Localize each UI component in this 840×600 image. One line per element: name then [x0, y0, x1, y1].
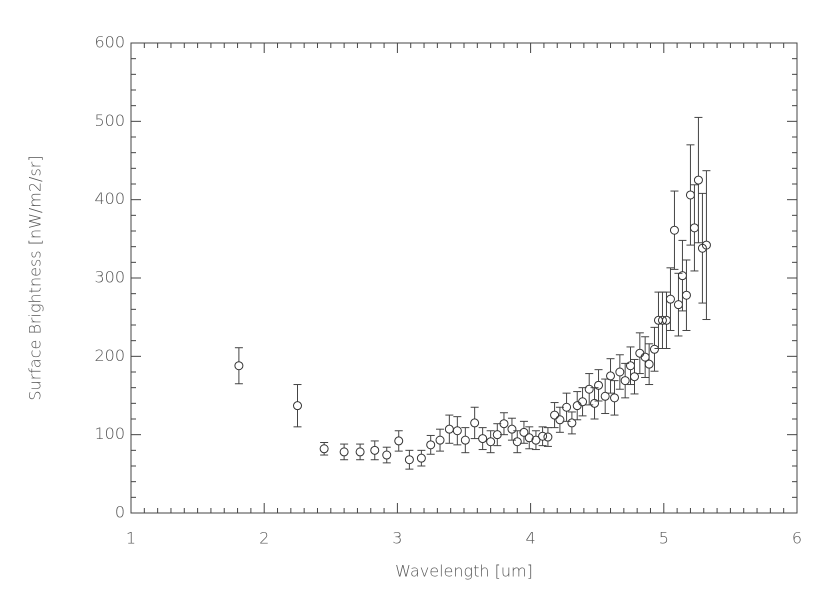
- point: [382, 450, 392, 460]
- plot-frame: [130, 42, 798, 514]
- point: [550, 410, 560, 420]
- point: [590, 398, 600, 408]
- point: [293, 401, 302, 411]
- point: [615, 367, 625, 377]
- y-tick-label: 500: [94, 111, 125, 130]
- point: [629, 372, 639, 382]
- point: [452, 426, 462, 436]
- point: [507, 424, 517, 434]
- point: [610, 393, 620, 403]
- x-axis-label: Wavelength [um]: [395, 562, 533, 581]
- x-tick-label: 2: [259, 529, 269, 548]
- point: [512, 437, 522, 447]
- point: [555, 415, 565, 425]
- x-tick-label: 3: [392, 529, 402, 548]
- point: [594, 380, 604, 390]
- point: [649, 344, 659, 354]
- y-tick-label: 600: [94, 33, 125, 52]
- point: [578, 397, 588, 407]
- point: [685, 190, 695, 200]
- point: [572, 401, 582, 411]
- y-tick-label: 400: [94, 189, 125, 208]
- point: [435, 435, 445, 445]
- point: [689, 223, 699, 233]
- point: [673, 300, 683, 310]
- point: [416, 453, 426, 463]
- point: [657, 315, 667, 325]
- point: [567, 418, 577, 428]
- x-tick-label: 4: [526, 529, 536, 548]
- point: [644, 359, 654, 369]
- point: [669, 225, 679, 235]
- y-tick-label: 200: [94, 346, 125, 365]
- point: [370, 445, 380, 455]
- point: [394, 436, 404, 446]
- y-axis-label: Surface Brightness [nW/m2/sr]: [26, 155, 45, 400]
- point: [665, 294, 675, 304]
- point: [404, 455, 414, 465]
- x-tick-label: 1: [126, 529, 136, 548]
- y-tick-label: 100: [94, 424, 125, 443]
- point: [234, 361, 244, 371]
- point: [339, 447, 349, 457]
- point: [600, 391, 610, 401]
- point: [426, 440, 436, 450]
- point: [584, 384, 594, 394]
- point: [499, 419, 509, 429]
- point: [486, 437, 496, 447]
- point: [524, 433, 534, 443]
- point: [681, 290, 691, 300]
- point: [470, 418, 480, 428]
- point: [444, 424, 454, 434]
- x-tick-label: 6: [792, 529, 802, 548]
- point: [701, 240, 711, 250]
- point: [562, 402, 572, 412]
- point: [635, 348, 645, 358]
- point: [355, 447, 365, 457]
- point: [478, 434, 488, 444]
- point: [543, 432, 553, 442]
- x-tick-label: 5: [659, 529, 669, 548]
- point: [693, 175, 703, 185]
- point: [606, 371, 616, 381]
- y-tick-label: 300: [94, 268, 125, 287]
- point: [460, 435, 470, 445]
- point: [531, 435, 541, 445]
- point: [319, 444, 329, 454]
- point: [538, 431, 548, 441]
- point: [626, 361, 635, 371]
- point: [620, 376, 630, 386]
- point: [519, 427, 529, 437]
- y-tick-label: 0: [115, 503, 125, 522]
